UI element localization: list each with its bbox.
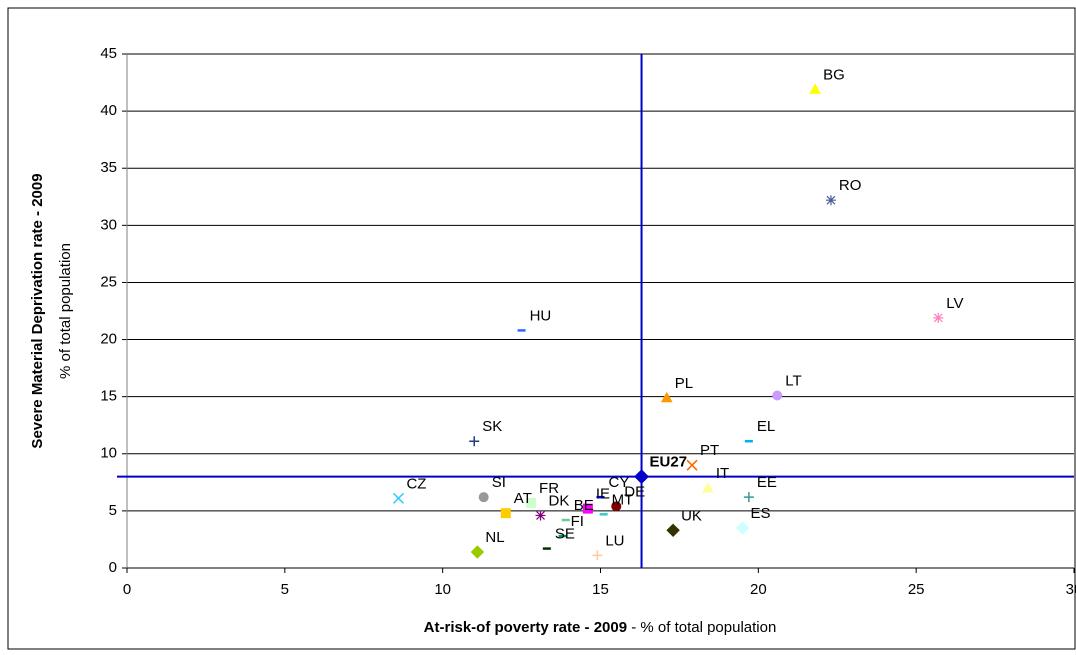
x-axis-title-bold: At-risk-of poverty rate - 2009 (424, 619, 627, 636)
point (535, 510, 546, 521)
point (470, 545, 485, 559)
y-tick-label: 40 (100, 102, 117, 119)
point (392, 492, 405, 504)
point-label: SK (482, 418, 502, 435)
point (735, 521, 750, 535)
point (686, 459, 698, 471)
point-label: DE (624, 483, 645, 500)
point-label: EE (757, 474, 777, 491)
point (592, 550, 603, 561)
x-axis-title-rest: - % of total population (627, 619, 776, 636)
y-tick-label: 10 (100, 445, 117, 462)
x-tick-label: 25 (908, 581, 925, 598)
point-label: BG (823, 66, 845, 83)
point-label: PT (700, 442, 719, 459)
point-label: AT (514, 490, 532, 507)
point (500, 508, 511, 519)
point-label: DK (549, 492, 570, 509)
y-tick-label: 20 (100, 331, 117, 348)
point (701, 482, 714, 493)
y-tick-label: 45 (100, 45, 117, 62)
point-label: FR (539, 480, 559, 497)
point-label: UK (681, 507, 702, 524)
point (743, 492, 754, 503)
point-label: RO (839, 177, 862, 194)
x-axis-title: At-risk-of poverty rate - 2009 - % of to… (424, 619, 777, 636)
point-label: MT (612, 491, 634, 508)
point (634, 469, 649, 485)
point-label: LV (946, 295, 963, 312)
point-label: HU (530, 307, 552, 324)
point-label: CY (609, 474, 630, 491)
point (666, 523, 680, 538)
point (526, 497, 537, 508)
point-label: NL (485, 529, 504, 546)
point (611, 501, 622, 512)
x-tick-label: 30 (1066, 581, 1076, 598)
y-tick-label: 30 (100, 216, 117, 233)
y-tick-label: 35 (100, 159, 117, 176)
point (825, 195, 836, 206)
point-label: SE (555, 526, 575, 543)
point-label: IE (596, 486, 610, 503)
point-label: EL (757, 418, 775, 435)
point-label: PL (675, 375, 693, 392)
point-label: IT (716, 465, 729, 482)
point (478, 492, 489, 503)
chart-frame (7, 7, 1076, 650)
point (809, 83, 822, 94)
x-tick-label: 0 (123, 581, 131, 598)
point (772, 390, 783, 401)
point-label: LT (785, 372, 801, 389)
point (660, 391, 673, 403)
x-tick-label: 5 (281, 581, 289, 598)
point-label: LU (605, 532, 624, 549)
y-axis-subtitle: % of total population (57, 243, 74, 379)
y-axis-title: Severe Material Deprivation rate - 2009 (29, 173, 46, 448)
point (933, 312, 944, 323)
y-tick-label: 25 (100, 273, 117, 290)
point-label: CZ (406, 475, 426, 492)
y-tick-label: 15 (100, 388, 117, 405)
y-tick-label: 0 (109, 559, 117, 576)
point (582, 503, 593, 514)
point-label: BE (574, 497, 594, 514)
y-tick-label: 5 (109, 502, 117, 519)
point-label: ES (751, 505, 771, 522)
point-label: EU27 (650, 454, 688, 471)
point-label: FI (571, 513, 584, 530)
x-tick-label: 20 (750, 581, 767, 598)
point (469, 436, 480, 447)
x-tick-label: 15 (592, 581, 609, 598)
x-tick-label: 10 (434, 581, 451, 598)
point-label: SI (492, 474, 506, 491)
